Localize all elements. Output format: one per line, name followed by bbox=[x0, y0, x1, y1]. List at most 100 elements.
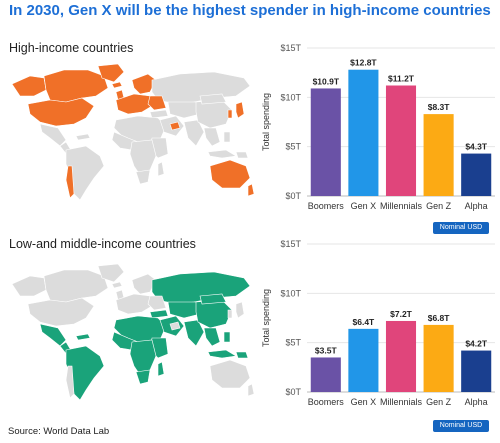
country-shape bbox=[115, 93, 153, 115]
data-label: $12.8T bbox=[350, 58, 377, 68]
x-tick-label: Boomers bbox=[308, 201, 345, 211]
country-shape bbox=[169, 121, 181, 131]
x-tick-label: Gen X bbox=[351, 397, 377, 407]
y-tick-label: $0T bbox=[285, 191, 301, 201]
x-tick-label: Gen Z bbox=[426, 201, 452, 211]
bar bbox=[461, 350, 492, 392]
country-shape bbox=[149, 309, 169, 319]
country-shape bbox=[43, 69, 109, 103]
bar bbox=[385, 85, 417, 196]
country-shape bbox=[157, 161, 165, 177]
bar bbox=[310, 88, 341, 196]
x-tick-label: Alpha bbox=[465, 201, 488, 211]
country-shape bbox=[131, 273, 157, 295]
country-shape bbox=[111, 81, 123, 89]
country-shape bbox=[97, 263, 125, 283]
country-shape bbox=[199, 293, 227, 305]
bar bbox=[310, 357, 341, 392]
country-shape bbox=[227, 109, 233, 119]
region-label-high-income: High-income countries bbox=[9, 41, 134, 55]
y-axis-label: Total spending bbox=[261, 289, 271, 347]
country-shape bbox=[111, 281, 123, 289]
world-map-high-income bbox=[11, 63, 255, 201]
country-shape bbox=[209, 159, 251, 189]
data-label: $7.2T bbox=[390, 309, 413, 319]
country-shape bbox=[27, 97, 95, 127]
x-tick-label: Boomers bbox=[308, 397, 345, 407]
country-shape bbox=[167, 301, 201, 319]
country-shape bbox=[75, 133, 91, 141]
country-shape bbox=[235, 301, 245, 319]
country-shape bbox=[183, 119, 205, 147]
country-shape bbox=[75, 333, 91, 341]
country-shape bbox=[169, 321, 181, 331]
nominal-usd-badge: Nominal USD bbox=[433, 420, 489, 432]
country-shape bbox=[11, 275, 47, 297]
country-shape bbox=[183, 319, 205, 347]
country-shape bbox=[157, 361, 165, 377]
bar bbox=[348, 69, 379, 196]
y-tick-label: $15T bbox=[280, 43, 301, 53]
bar bbox=[385, 320, 417, 392]
country-shape bbox=[223, 131, 231, 143]
data-label: $10.9T bbox=[313, 76, 340, 86]
country-shape bbox=[149, 109, 169, 119]
data-label: $6.8T bbox=[428, 313, 451, 323]
country-shape bbox=[235, 151, 249, 159]
country-shape bbox=[11, 75, 47, 97]
x-tick-label: Gen Z bbox=[426, 397, 452, 407]
data-label: $4.3T bbox=[465, 142, 488, 152]
x-tick-label: Millennials bbox=[380, 201, 423, 211]
y-tick-label: $15T bbox=[280, 239, 301, 249]
country-shape bbox=[39, 323, 67, 347]
country-shape bbox=[235, 101, 245, 119]
country-shape bbox=[65, 365, 75, 399]
y-axis-label: Total spending bbox=[261, 93, 271, 151]
x-tick-label: Gen X bbox=[351, 201, 377, 211]
country-shape bbox=[247, 183, 255, 197]
y-tick-label: $0T bbox=[285, 387, 301, 397]
country-shape bbox=[115, 293, 153, 315]
country-shape bbox=[97, 63, 125, 83]
country-shape bbox=[209, 359, 251, 389]
bar-chart-low-middle-income: Total spending $0T $5T $10T $15T $3.5T Boomers… bbox=[255, 236, 500, 436]
country-shape bbox=[203, 127, 221, 147]
data-label: $3.5T bbox=[315, 345, 338, 355]
chart-title: In 2030, Gen X will be the highest spend… bbox=[9, 2, 491, 19]
bar bbox=[423, 324, 454, 392]
country-shape bbox=[203, 327, 221, 347]
country-shape bbox=[135, 369, 151, 385]
country-shape bbox=[27, 297, 95, 327]
country-shape bbox=[195, 99, 233, 129]
region-label-low-middle-income: Low-and middle-income countries bbox=[9, 237, 196, 251]
bar-chart-svg: Total spending $0T $5T $10T $15T $10.9T Boomer… bbox=[261, 43, 495, 211]
country-shape bbox=[43, 269, 109, 303]
bar-chart-svg: Total spending $0T $5T $10T $15T $3.5T Boomers… bbox=[261, 239, 495, 407]
nominal-usd-badge: Nominal USD bbox=[433, 222, 489, 234]
world-map-low-middle-income bbox=[11, 263, 255, 401]
bar bbox=[461, 153, 492, 196]
y-tick-label: $5T bbox=[285, 338, 301, 348]
x-tick-label: Alpha bbox=[465, 397, 488, 407]
y-tick-label: $10T bbox=[280, 288, 301, 298]
data-label: $11.2T bbox=[388, 73, 415, 83]
y-tick-label: $5T bbox=[285, 142, 301, 152]
data-label: $6.4T bbox=[353, 317, 376, 327]
data-label: $4.2T bbox=[465, 339, 488, 349]
bar-chart-high-income: Total spending $0T $5T $10T $15T $10.9T Boomer… bbox=[255, 40, 500, 240]
country-shape bbox=[223, 331, 231, 343]
world-map-icon bbox=[11, 263, 255, 401]
country-shape bbox=[195, 299, 233, 329]
country-shape bbox=[135, 169, 151, 185]
world-map-icon bbox=[11, 63, 255, 201]
country-shape bbox=[207, 149, 237, 159]
country-shape bbox=[235, 351, 249, 359]
country-shape bbox=[207, 349, 237, 359]
country-shape bbox=[227, 309, 233, 319]
country-shape bbox=[247, 383, 255, 397]
country-shape bbox=[199, 93, 227, 105]
country-shape bbox=[147, 95, 167, 111]
country-shape bbox=[39, 123, 67, 147]
country-shape bbox=[167, 101, 201, 119]
bar bbox=[348, 328, 379, 392]
